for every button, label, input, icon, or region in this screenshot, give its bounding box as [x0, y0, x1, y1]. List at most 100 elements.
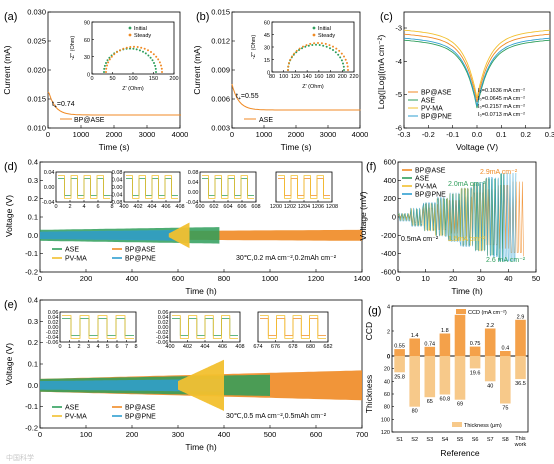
cycling-band: [168, 222, 190, 249]
inset-y-tick-label: -0.02: [156, 330, 169, 336]
inset-y-tick-label: -0.02: [46, 330, 59, 336]
panel-c-ylabel: Log(|Log|(mA cm⁻²): [376, 35, 386, 110]
eis-point: [311, 44, 314, 46]
inset-x-tick-label: 2: [68, 204, 71, 210]
eis-point: [340, 59, 343, 62]
ccd-value-label: 0.75: [470, 341, 481, 347]
legend-text: PV-MA: [415, 184, 437, 191]
legend-text: ASE: [421, 98, 435, 105]
panel-e-cycling-traces: [40, 359, 362, 411]
eis-point: [332, 45, 334, 48]
panel-c: (c) -0.3 -0.2 -0.1 0.0 0.1 0.2 0.3 -6 -5 -4 -3 Vo…: [376, 11, 554, 152]
exchange-current-label: I₀=0.2157 mA cm⁻²: [478, 104, 525, 110]
x-tick-label: 30: [477, 274, 485, 283]
eis-point: [334, 51, 337, 54]
ccd-value-label: 1.4: [411, 333, 419, 339]
eis-point: [291, 55, 293, 58]
exchange-current-label: I₀=0.0713 mA cm⁻²: [478, 112, 525, 118]
thickness-bar: [394, 356, 405, 373]
panel-e-legend: ASE BP@ASE PV-MA BP@PNE: [52, 405, 156, 421]
x-tick-label: 50: [109, 76, 115, 82]
inset-x-tick-label: 604: [223, 204, 232, 210]
y-tick-label: 0: [87, 73, 90, 79]
panel-c-xlabel: Voltage (V): [456, 142, 498, 152]
eis-point: [313, 42, 316, 45]
y-tick-label: 200: [383, 194, 396, 203]
eis-point: [293, 52, 296, 55]
panel-a-current-curve: [47, 91, 181, 116]
y-tick-label: 0.003: [211, 124, 230, 133]
panel-g-thickness-yticks: 0 20 40 60 80 100 120: [381, 354, 394, 436]
inset-x-tick-label: 6: [96, 204, 99, 210]
x-tick-label: 300: [172, 430, 185, 439]
panel-d: (d) 0 200 400 600 800 1000 1200 1400 -0.2 -0.1 0.…: [4, 158, 370, 297]
y-tick-label: 0.3: [28, 176, 38, 185]
x-tick-label: 80: [269, 74, 275, 80]
eis-point: [340, 52, 343, 55]
y-tick-label: 0.0: [28, 231, 38, 240]
x-tick-label: S7: [487, 437, 494, 443]
eis-point: [342, 62, 344, 65]
inset-x-tick-label: 1: [68, 344, 71, 350]
eis-point: [315, 43, 317, 46]
panel-b-current-curve: [231, 83, 361, 111]
panel-c-tafel-curves: [403, 29, 551, 109]
panel-a-yticks: 0.010 0.015 0.020 0.025 0.030: [27, 8, 51, 133]
panel-b-inset-xlabel: Z' (Ohm): [302, 84, 324, 90]
inset-y-tick-label: 0.00: [44, 185, 55, 191]
x-tick-label: -0.1: [446, 130, 459, 139]
y-tick-label: 60: [384, 392, 390, 398]
y-tick-label: 0.030: [27, 8, 46, 17]
x-tick-label: S6: [472, 437, 479, 443]
thickness-value-label: 65: [427, 399, 433, 405]
inset-y-tick-label: 0.06: [48, 310, 59, 316]
x-tick-label: 0.1: [496, 130, 506, 139]
panel-f-annotation-2p0: 2.0mA cm⁻²: [448, 181, 486, 188]
panel-a-transference: t+=0.74: [52, 101, 75, 110]
eis-point: [305, 44, 308, 47]
ccd-value-label: 0.74: [424, 341, 435, 347]
inset-x-tick-label: 402: [183, 344, 192, 350]
x-tick-label: 20: [449, 274, 457, 283]
inset-x-tick-label: 400: [119, 204, 128, 210]
eis-point: [129, 47, 131, 50]
x-tick-label: 1000: [256, 130, 273, 139]
panel-e-frame: [39, 299, 363, 429]
eis-point: [149, 56, 152, 59]
panel-d-xticks: 0 200 400 600 800 1000 1200 1400: [38, 269, 370, 283]
y-tick-label: 400: [383, 176, 396, 185]
x-tick-label: This: [515, 436, 526, 442]
panel-a-inset-legend-initial: Initial: [134, 26, 147, 32]
ccd-bar: [439, 333, 451, 356]
y-tick-label: 60: [264, 21, 270, 27]
legend-text: ASE: [415, 176, 429, 183]
y-tick-label: 15: [264, 58, 270, 64]
y-tick-label: 20: [384, 367, 390, 373]
x-tick-label: 100: [80, 430, 93, 439]
panel-b-inset-legend-steady: Steady: [318, 33, 335, 39]
x-tick-label: -0.3: [398, 130, 411, 139]
eis-point: [105, 71, 107, 73]
inset-x-tick-label: 682: [323, 344, 332, 350]
y-tick-label: 0: [387, 355, 390, 361]
y-tick-label: 40: [384, 379, 390, 385]
eis-point: [132, 47, 135, 50]
inset-y-tick-label: 0.08: [112, 170, 123, 176]
eis-point: [119, 49, 121, 52]
eis-point: [160, 64, 162, 67]
panel-e-xticks: 0 100 200 300 400 500 600 700: [38, 425, 368, 439]
panel-c-yticks: -6 -5 -4 -3: [395, 24, 407, 133]
inset-trace: [260, 315, 326, 339]
eis-point: [317, 42, 319, 44]
y-tick-label: 0.2: [28, 194, 38, 203]
inset-x-tick-label: 404: [200, 344, 209, 350]
eis-point: [129, 46, 132, 48]
ccd-value-label: 0.4: [502, 346, 510, 352]
x-tick-label: 1000: [73, 130, 90, 139]
panel-a-inset-xticks: 0 50 100 150 200: [90, 72, 179, 82]
eis-point: [113, 53, 116, 56]
eis-point: [133, 45, 135, 48]
x-tick-label: 3000: [320, 130, 337, 139]
inset-x-tick-label: 0: [58, 344, 61, 350]
y-tick-label: 0: [387, 354, 390, 360]
